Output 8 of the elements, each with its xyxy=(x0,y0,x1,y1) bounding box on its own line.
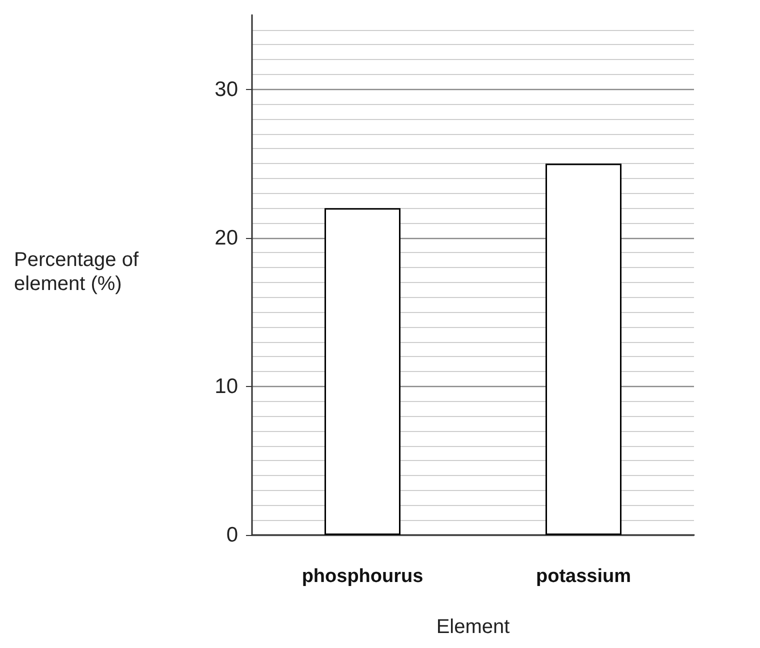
y-tick-label: 0 xyxy=(226,524,238,546)
y-tick-label: 30 xyxy=(214,78,238,101)
y-tick-label: 20 xyxy=(214,226,238,250)
y-axis-title: Percentage of element (%) xyxy=(14,249,144,295)
y-tick-label: 10 xyxy=(214,374,238,398)
x-tick-label: phosphourus xyxy=(302,566,424,587)
x-axis-title: Element xyxy=(436,616,510,638)
x-tick-label: potassium xyxy=(536,566,632,587)
